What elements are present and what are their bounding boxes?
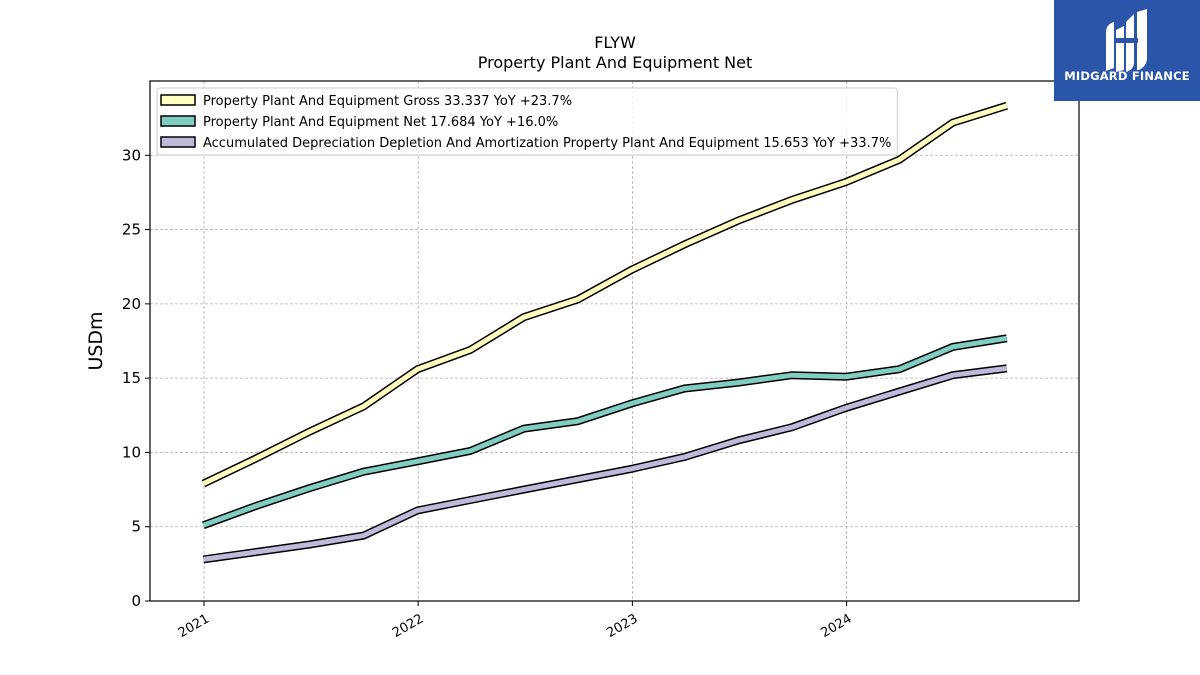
legend-label: Property Plant And Equipment Gross 33.33… bbox=[203, 94, 572, 109]
legend: Property Plant And Equipment Gross 33.33… bbox=[156, 87, 898, 156]
y-tick-label: 20 bbox=[122, 295, 141, 313]
brand-logo: MIDGARD FINANCE bbox=[1054, 0, 1200, 101]
x-axis: 2021 2022 2023 2024 bbox=[176, 601, 855, 641]
legend-swatch bbox=[160, 94, 196, 106]
x-tick-label: 2021 bbox=[176, 611, 212, 641]
y-tick-label: 25 bbox=[122, 221, 141, 239]
legend-label: Accumulated Depreciation Depletion And A… bbox=[203, 136, 891, 151]
y-tick-label: 30 bbox=[122, 146, 141, 164]
chart-title: FLYW bbox=[594, 33, 636, 52]
series-line-1 bbox=[202, 103, 1008, 486]
logo-text: MIDGARD FINANCE bbox=[1064, 69, 1190, 83]
legend-swatch bbox=[160, 136, 196, 148]
series-line-2 bbox=[202, 335, 1008, 528]
grid-lines bbox=[150, 81, 1079, 602]
logo-mark-icon bbox=[1106, 9, 1147, 72]
series-line-3 bbox=[203, 365, 1008, 562]
y-tick-label: 15 bbox=[122, 369, 141, 387]
legend-box bbox=[156, 87, 898, 156]
series-lines bbox=[201, 101, 1008, 564]
x-tick-label: 2022 bbox=[390, 611, 426, 641]
y-axis-label: USDm bbox=[85, 311, 107, 370]
legend-label: Property Plant And Equipment Net 17.684 … bbox=[203, 115, 558, 130]
y-tick-label: 5 bbox=[131, 518, 141, 536]
y-tick-label: 10 bbox=[122, 443, 141, 461]
y-tick-label: 0 bbox=[131, 592, 141, 610]
y-axis: 0 5 10 15 20 25 30 bbox=[122, 146, 150, 610]
plot-frame bbox=[149, 80, 1080, 602]
x-tick-label: 2024 bbox=[818, 611, 854, 641]
chart-subtitle: Property Plant And Equipment Net bbox=[478, 53, 753, 72]
series-outline-2 bbox=[202, 334, 1008, 529]
x-tick-label: 2023 bbox=[604, 611, 640, 641]
legend-swatch bbox=[160, 115, 196, 127]
